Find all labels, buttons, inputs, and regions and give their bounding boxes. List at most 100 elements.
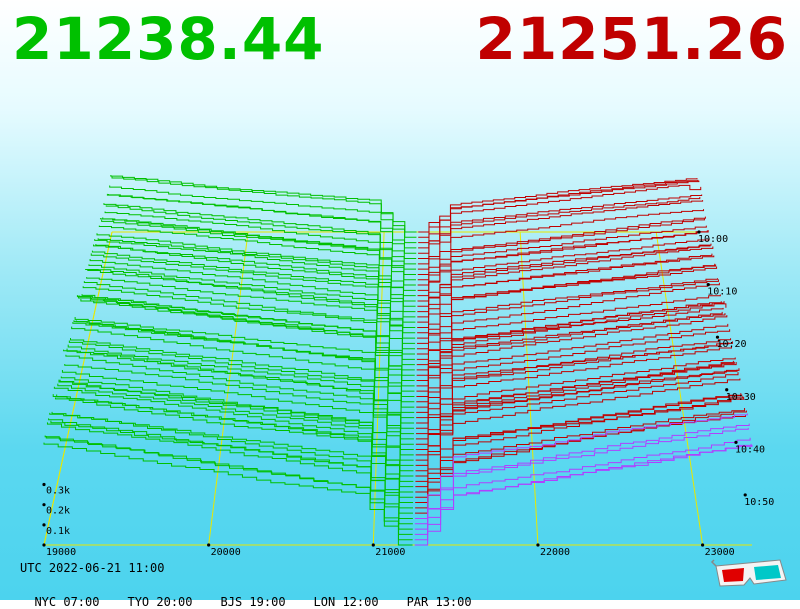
ask-depth-line xyxy=(415,396,744,493)
ask-depth-line xyxy=(416,266,718,344)
x-tick-dot xyxy=(701,543,705,547)
ask-depth-line xyxy=(417,216,706,281)
x-tick-dot xyxy=(536,543,540,547)
bid-depth-line xyxy=(97,238,416,297)
time-tick-dot xyxy=(706,282,710,287)
time-tick-dot xyxy=(743,493,747,497)
time-tick-dot xyxy=(725,388,729,392)
x-tick-label: 21000 xyxy=(375,547,405,558)
bid-depth-line xyxy=(49,412,413,519)
ask-price: 21251.26 xyxy=(475,5,788,73)
ask-depth-line xyxy=(416,342,730,413)
bid-depth-line xyxy=(61,369,414,461)
ask-depth-line xyxy=(417,194,703,260)
bid-depth-line xyxy=(86,277,416,350)
depth-axis-ticks: 0.1k 0.2k 0.3k xyxy=(42,482,70,537)
bid-depth-line xyxy=(96,233,416,302)
bid-depth-line xyxy=(99,218,416,286)
bid-depth-line xyxy=(63,349,414,456)
ask-depth-line xyxy=(417,225,707,286)
x-tick-label: 20000 xyxy=(211,547,241,558)
bid-depth-line xyxy=(74,317,415,403)
time-axis-ticks: 10:00 10:10 10:20 10:30 10:40 10:50 xyxy=(697,230,774,508)
ask-depth-line xyxy=(417,230,709,297)
ask-depth-line xyxy=(414,444,753,546)
depth-tick-label: 0.3k xyxy=(46,486,70,497)
bid-depth-line xyxy=(57,383,414,482)
bid-depth-line xyxy=(79,295,415,382)
bid-depth-line xyxy=(103,203,417,270)
tz-par: PAR 13:00 xyxy=(406,595,472,609)
time-tick-dot xyxy=(734,440,738,444)
bid-depth-line xyxy=(91,250,416,323)
timezone-row: NYC 07:00 TYO 20:00 BJS 19:00 LON 12:00 PAR … xyxy=(20,581,500,609)
bid-depth-line xyxy=(84,268,415,355)
bid-depth-line xyxy=(48,418,413,525)
depth-tick-label: 0.1k xyxy=(46,526,70,537)
ask-depth-line xyxy=(415,369,738,461)
grid-line xyxy=(372,231,385,546)
bid-depth-line xyxy=(104,211,417,265)
bid-depth-line xyxy=(89,258,416,334)
bid-depth-line xyxy=(52,394,414,504)
ask-depth-line xyxy=(415,341,733,435)
tz-bjs: BJS 19:00 xyxy=(220,595,286,609)
bid-depth-line xyxy=(64,363,414,451)
ask-depth-line xyxy=(415,357,736,451)
ask-depth-line xyxy=(415,396,745,498)
grid-line xyxy=(208,231,249,546)
ask-depth-line xyxy=(417,243,712,313)
3d-glasses-icon[interactable] xyxy=(710,556,790,592)
bid-depth-line xyxy=(82,286,415,366)
x-tick-dot xyxy=(42,543,46,547)
bid-depth-line xyxy=(51,411,414,509)
depth-lines xyxy=(43,175,753,546)
tz-lon: LON 12:00 xyxy=(313,595,379,609)
ask-depth-line xyxy=(416,282,720,360)
depth-tick-dot xyxy=(42,523,46,527)
ask-depth-line xyxy=(417,218,705,275)
ask-depth-line xyxy=(417,200,704,265)
bid-depth-line xyxy=(83,281,415,360)
bid-depth-line xyxy=(73,320,415,408)
bid-depth-line xyxy=(58,379,414,477)
bid-depth-line xyxy=(93,244,416,318)
time-tick-label: 10:00 xyxy=(698,234,728,245)
depth-tick-dot xyxy=(42,482,46,487)
time-tick-label: 10:40 xyxy=(735,444,765,455)
ask-depth-line xyxy=(414,427,749,525)
ask-depth-line xyxy=(414,413,748,519)
x-tick-label: 23000 xyxy=(705,547,735,558)
bid-depth-line xyxy=(109,185,417,244)
ask-depth-line xyxy=(415,372,739,466)
x-tick-dot xyxy=(371,543,375,547)
ask-depth-line xyxy=(418,180,700,244)
time-tick-label: 10:10 xyxy=(707,287,737,298)
bid-depth-line xyxy=(44,435,413,541)
ask-depth-line xyxy=(418,184,702,254)
bid-depth-line xyxy=(66,348,414,440)
bid-depth-line xyxy=(45,435,413,535)
utc-time: UTC 2022-06-21 11:00 xyxy=(20,561,165,575)
ask-depth-line xyxy=(415,362,737,456)
time-tick-dot xyxy=(697,230,701,234)
time-tick-dot xyxy=(715,335,720,339)
ask-depth-line xyxy=(416,323,729,408)
ask-depth-line xyxy=(416,313,726,392)
ask-depth-line xyxy=(414,423,750,530)
grid-line xyxy=(519,231,539,546)
bid-depth-line xyxy=(71,326,415,419)
ask-depth-line xyxy=(416,307,724,382)
bid-depth-line xyxy=(65,354,414,445)
bid-depth-line xyxy=(94,239,416,313)
bid-depth-line xyxy=(98,225,416,291)
bid-depth-line xyxy=(55,397,414,493)
time-tick-label: 10:50 xyxy=(744,497,774,508)
tz-tyo: TYO 20:00 xyxy=(127,595,193,609)
bid-depth-line xyxy=(72,322,415,413)
bid-depth-line xyxy=(102,217,416,275)
bid-depth-line xyxy=(70,338,415,424)
ask-depth-line xyxy=(416,315,728,403)
ask-depth-line xyxy=(414,437,751,535)
ask-depth-line xyxy=(417,246,714,323)
